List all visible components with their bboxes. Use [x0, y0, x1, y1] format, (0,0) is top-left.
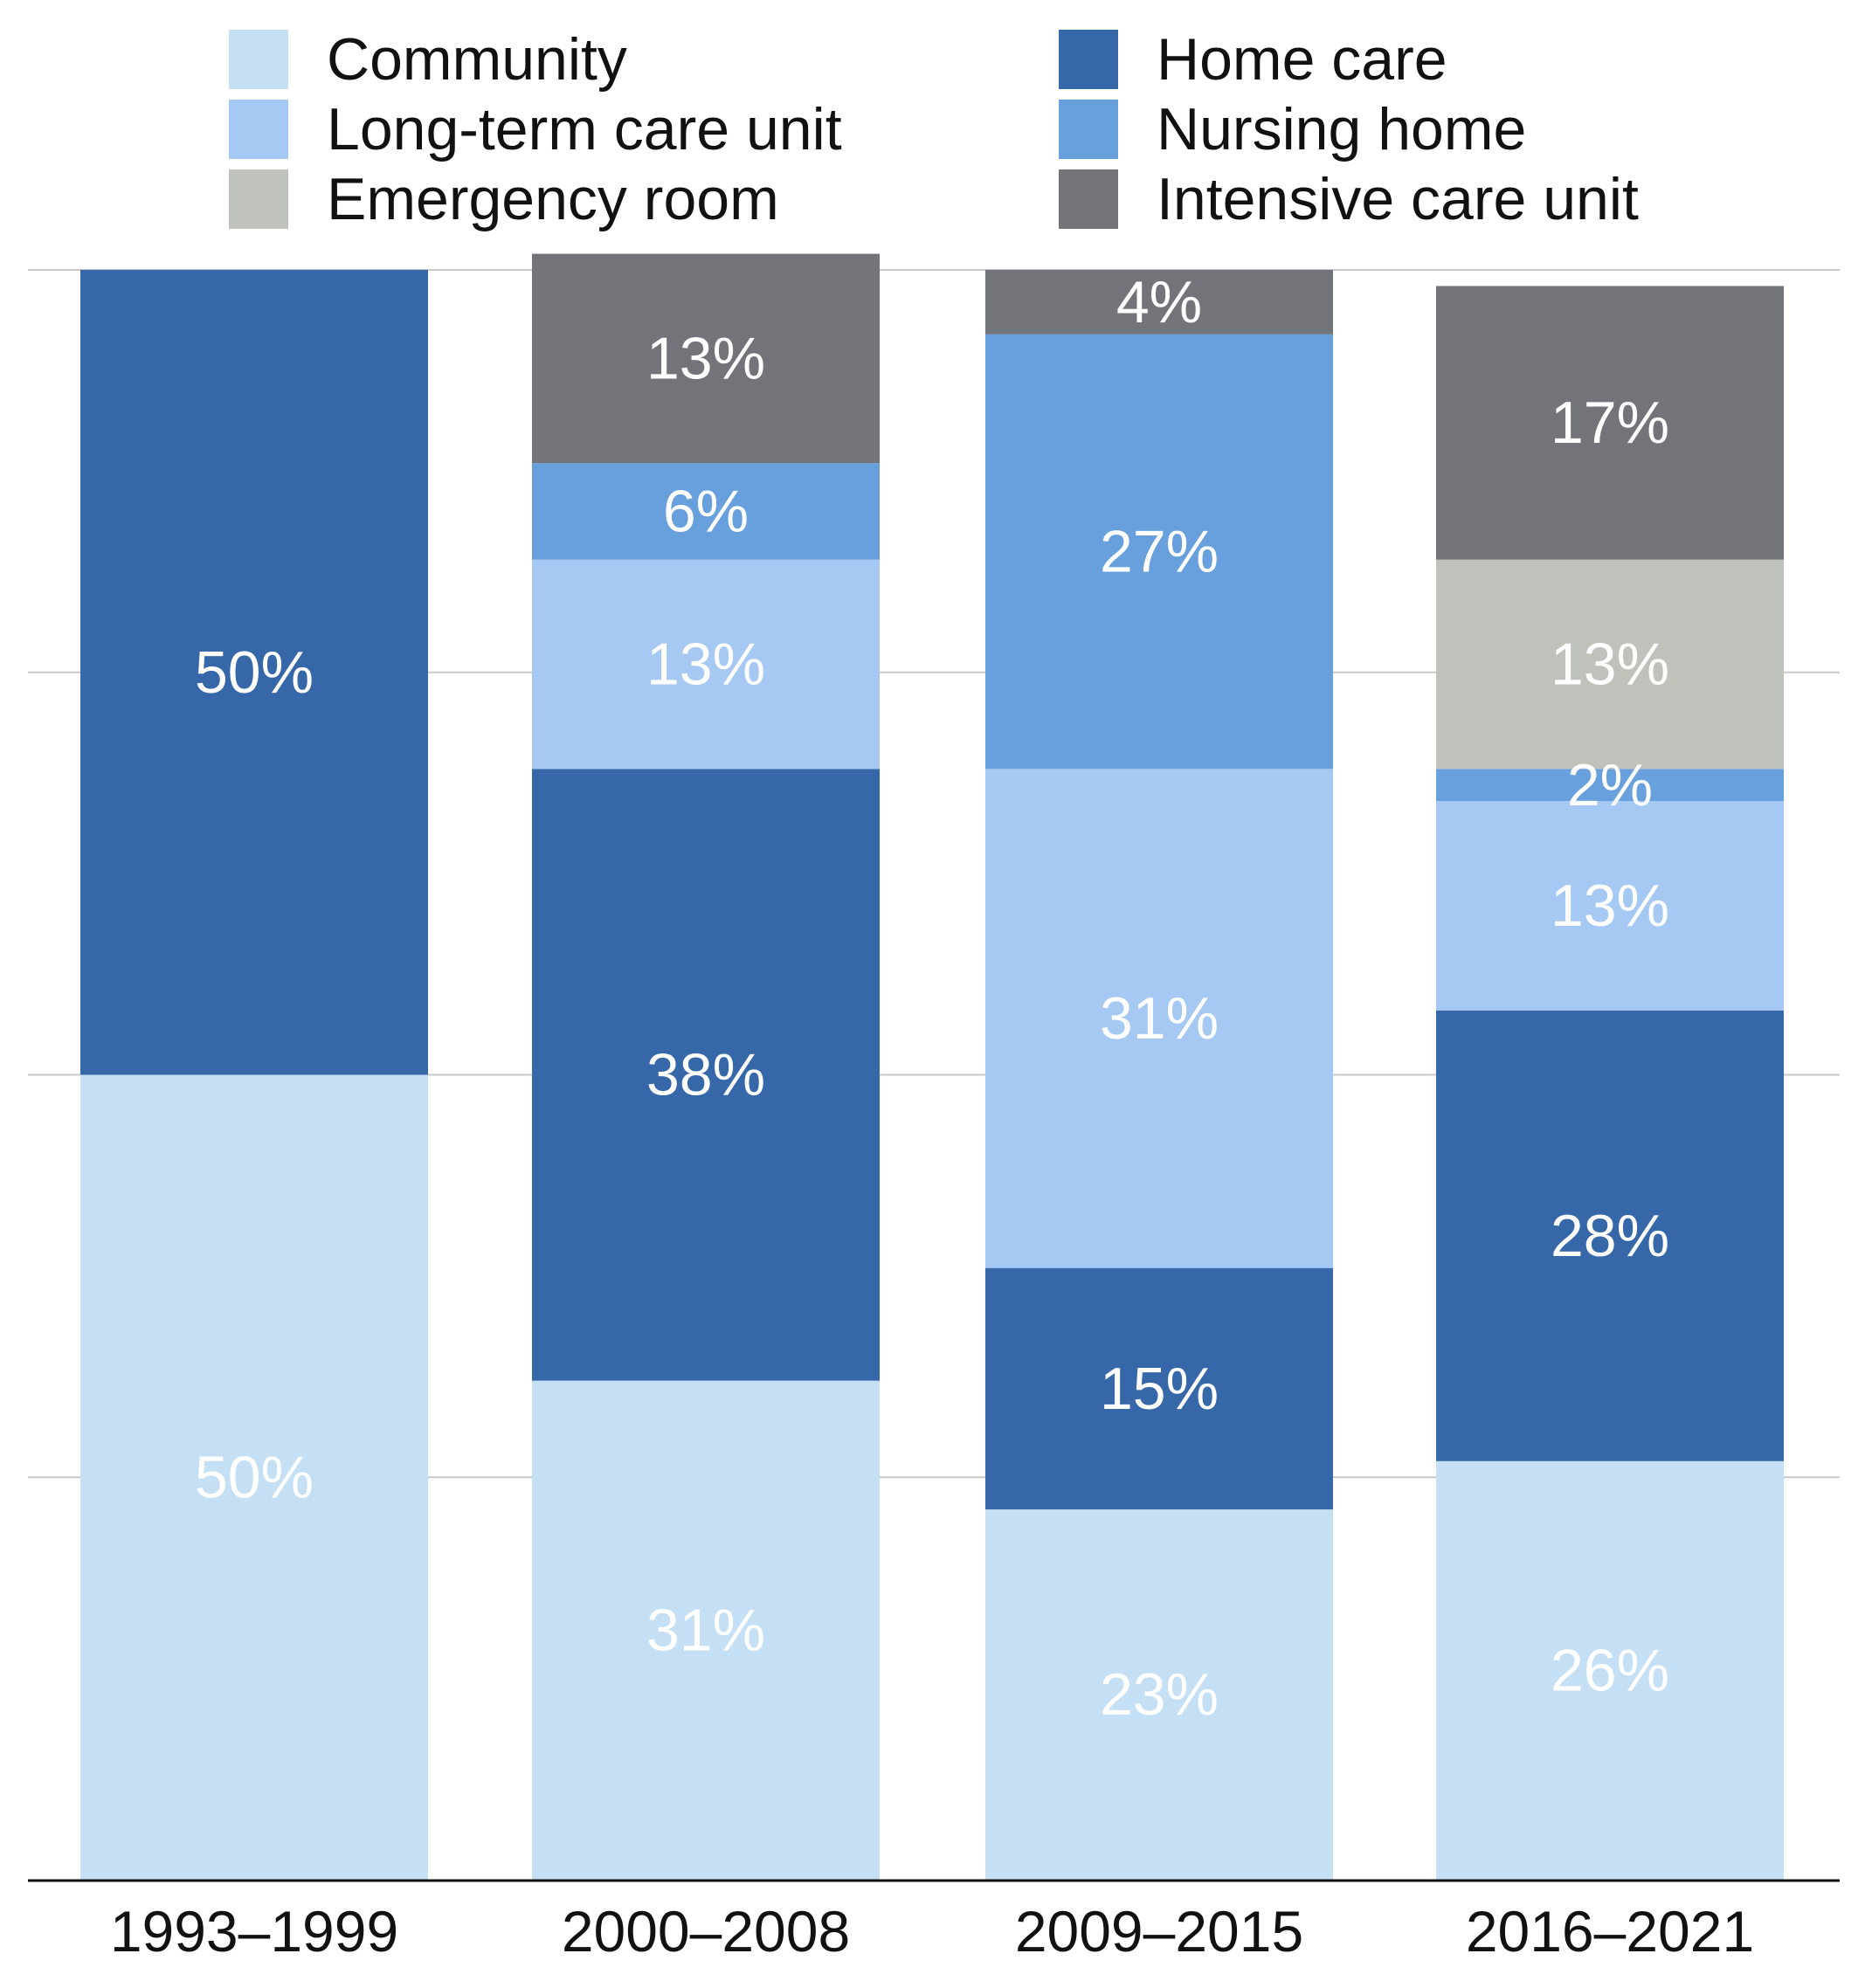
legend-swatch-nursing-home	[1059, 100, 1118, 159]
legend-item-long-term-care-unit: Long-term care unit	[229, 96, 842, 162]
bar-segment-long-term-care-unit-2000-2008	[532, 559, 880, 770]
bar-segment-nursing-home-2016-2021	[1436, 769, 1784, 802]
legend-label-intensive-care-unit: Intensive care unit	[1157, 166, 1639, 232]
data-label-home-care-1993-1999: 50%	[195, 639, 314, 706]
legend-label-nursing-home: Nursing home	[1157, 96, 1526, 162]
data-label-community-1993-1999: 50%	[195, 1444, 314, 1510]
bar-segment-intensive-care-unit-2016-2021	[1436, 286, 1784, 560]
data-label-nursing-home-2000-2008: 6%	[663, 478, 749, 544]
bar-segment-long-term-care-unit-2009-2015	[985, 769, 1333, 1268]
legend-item-home-care: Home care	[1059, 26, 1447, 93]
data-label-long-term-care-unit-2009-2015: 31%	[1100, 985, 1219, 1052]
legend-swatch-long-term-care-unit	[229, 100, 288, 159]
data-label-home-care-2000-2008: 38%	[646, 1042, 765, 1108]
data-label-community-2016-2021: 26%	[1551, 1637, 1669, 1703]
x-tick-label-2009-2015: 2009–2015	[1015, 1899, 1303, 1964]
data-label-community-2009-2015: 23%	[1100, 1661, 1219, 1728]
legend-item-nursing-home: Nursing home	[1059, 96, 1526, 162]
bar-segment-community-2016-2021	[1436, 1460, 1784, 1880]
legend-swatch-home-care	[1059, 30, 1118, 89]
legend-item-emergency-room: Emergency room	[229, 166, 779, 232]
data-label-long-term-care-unit-2000-2008: 13%	[646, 632, 765, 698]
bar-segment-home-care-2000-2008	[532, 769, 880, 1381]
bar-segment-nursing-home-2009-2015	[985, 334, 1333, 770]
data-label-nursing-home-2016-2021: 2%	[1567, 752, 1653, 818]
x-tick-label-1993-1999: 1993–1999	[110, 1899, 398, 1964]
data-label-nursing-home-2009-2015: 27%	[1100, 519, 1219, 585]
bar-segment-home-care-2016-2021	[1436, 1010, 1784, 1461]
bar-segment-home-care-1993-1999	[80, 270, 428, 1075]
data-label-community-2000-2008: 31%	[646, 1597, 765, 1663]
legend-swatch-emergency-room	[229, 169, 288, 229]
bar-segment-intensive-care-unit-2000-2008	[532, 253, 880, 464]
data-label-intensive-care-unit-2000-2008: 13%	[646, 325, 765, 391]
legend-label-community: Community	[327, 26, 627, 93]
legend-item-intensive-care-unit: Intensive care unit	[1059, 166, 1639, 232]
x-tick-label-2000-2008: 2000–2008	[562, 1899, 850, 1964]
bar-segment-intensive-care-unit-2009-2015	[985, 270, 1333, 335]
legend-swatch-intensive-care-unit	[1059, 169, 1118, 229]
bar-segment-community-2009-2015	[985, 1509, 1333, 1880]
data-label-intensive-care-unit-2009-2015: 4%	[1116, 269, 1202, 335]
bar-segment-community-1993-1999	[80, 1074, 428, 1880]
bar-segment-home-care-2009-2015	[985, 1267, 1333, 1510]
bars	[80, 253, 1784, 1880]
bar-segment-emergency-room-2016-2021	[1436, 559, 1784, 770]
bar-segment-long-term-care-unit-2016-2021	[1436, 801, 1784, 1011]
bar-value-labels: 50% 50% 31% 38% 13% 6% 13% 23% 15% 31% 27% 4% 26% 28%…	[195, 269, 1669, 1728]
legend-label-emergency-room: Emergency room	[327, 166, 779, 232]
data-label-home-care-2009-2015: 15%	[1100, 1356, 1219, 1422]
data-label-home-care-2016-2021: 28%	[1551, 1203, 1669, 1269]
legend-swatch-community	[229, 30, 288, 89]
data-label-emergency-room-2016-2021: 13%	[1551, 632, 1669, 698]
data-label-long-term-care-unit-2016-2021: 13%	[1551, 873, 1669, 939]
bar-segment-nursing-home-2000-2008	[532, 463, 880, 560]
legend-label-long-term-care-unit: Long-term care unit	[327, 96, 842, 162]
data-label-intensive-care-unit-2016-2021: 17%	[1551, 390, 1669, 456]
legend-label-home-care: Home care	[1157, 26, 1447, 93]
bar-segment-community-2000-2008	[532, 1380, 880, 1880]
legend-item-community: Community	[229, 26, 627, 93]
x-tick-label-2016-2021: 2016–2021	[1466, 1899, 1754, 1964]
x-axis-tick-labels: 1993–1999 2000–2008 2009–2015 2016–2021	[110, 1899, 1754, 1964]
